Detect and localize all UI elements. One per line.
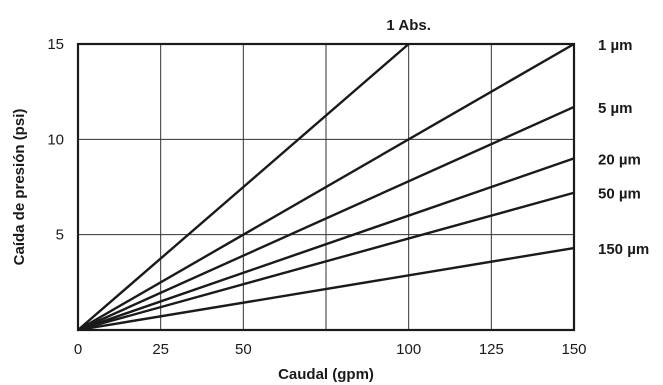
series-line	[77, 105, 575, 332]
x-tick-label: 0	[74, 341, 82, 358]
series-label: 5 µm	[598, 100, 633, 117]
x-tick-label: 50	[235, 341, 252, 358]
series-label: 20 µm	[598, 151, 641, 168]
series-labels: 1 Abs. 1 µm 5 µm 20 µm 50 µm 150 µm	[386, 17, 649, 258]
y-tick-label: 15	[47, 36, 64, 53]
series-line	[77, 191, 575, 332]
series-line	[77, 246, 575, 332]
x-tick-label: 25	[152, 341, 169, 358]
series-line	[77, 157, 575, 332]
plot-frame	[76, 42, 576, 332]
series-line	[77, 43, 410, 331]
series-line	[77, 42, 575, 332]
y-tick-labels: 5 10 15	[47, 36, 64, 244]
series-label: 150 µm	[598, 241, 649, 258]
x-axis-title: Caudal (gpm)	[278, 366, 374, 383]
series-lines	[77, 42, 575, 332]
y-tick-label: 5	[56, 227, 64, 244]
x-tick-label: 150	[561, 341, 586, 358]
x-tick-label: 125	[479, 341, 504, 358]
x-tick-label: 100	[396, 341, 421, 358]
y-axis-title: Caída de presión (psi)	[11, 109, 28, 266]
series-label: 1 µm	[598, 37, 633, 54]
series-label: 50 µm	[598, 186, 641, 203]
series-label: 1 Abs.	[386, 17, 430, 34]
x-tick-labels: 0 25 50 100 125 150	[74, 341, 587, 358]
y-tick-label: 10	[47, 131, 64, 148]
